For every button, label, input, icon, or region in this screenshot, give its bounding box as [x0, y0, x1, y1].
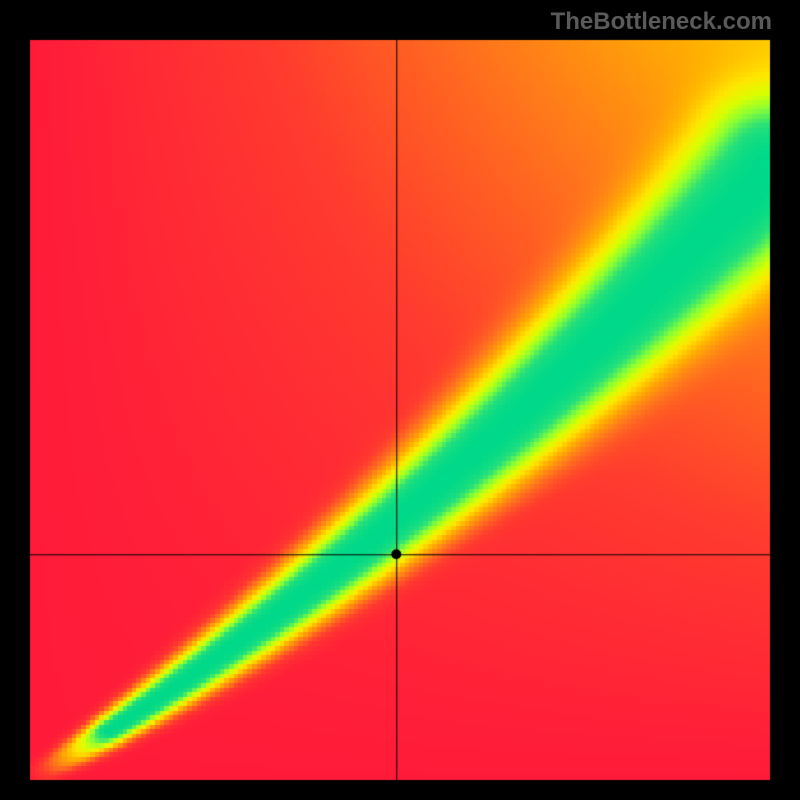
watermark-text: TheBottleneck.com	[551, 8, 772, 36]
chart-container: { "watermark": { "text": "TheBottleneck.…	[0, 0, 800, 800]
heatmap-canvas	[0, 0, 800, 800]
